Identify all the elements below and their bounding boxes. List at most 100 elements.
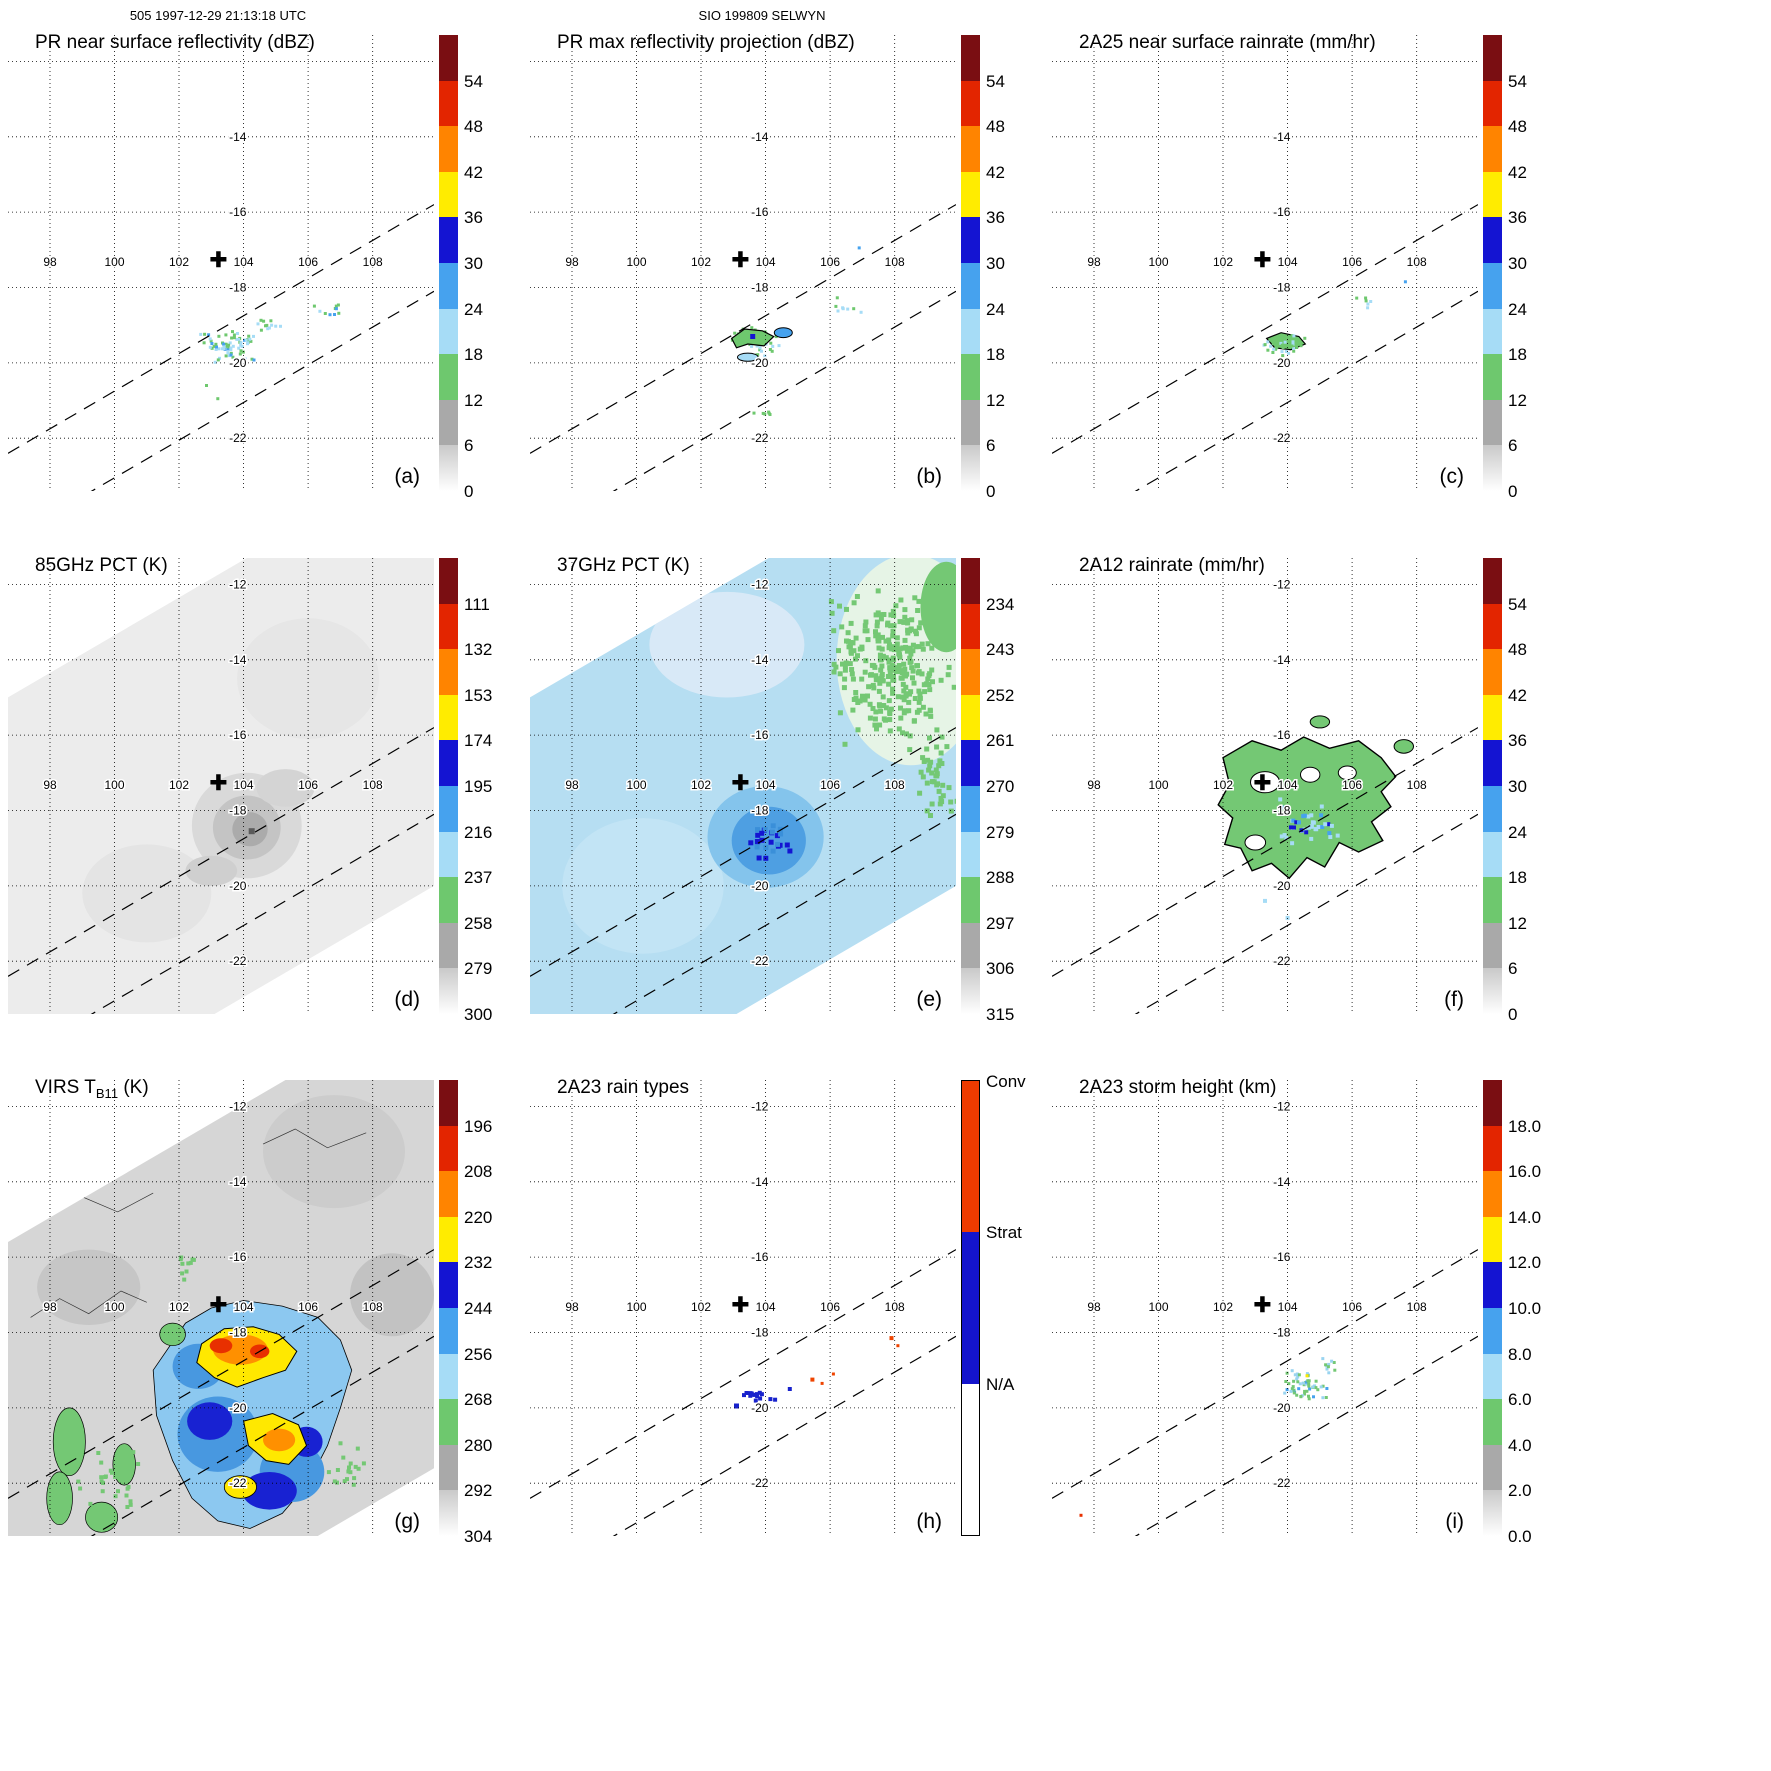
lat-tick-label: -12 [1273, 577, 1291, 591]
panel-letter: (a) [394, 465, 420, 488]
colorbar-tick-label: 279 [986, 822, 1015, 842]
lat-tick-label: -20 [751, 356, 769, 370]
lon-tick-label: 98 [43, 1300, 57, 1314]
colorbar-tick-label: 280 [464, 1435, 493, 1455]
speckle-cluster [256, 318, 282, 332]
colorbar-bar [439, 1080, 458, 1536]
lon-tick-label: 100 [626, 1300, 646, 1314]
colorbar-segment [439, 1307, 458, 1354]
speckle-cluster [834, 296, 863, 314]
colorbar-segment [961, 831, 980, 878]
feature-blob [1244, 834, 1267, 851]
colorbar-segment [1483, 1262, 1502, 1308]
colorbar-segment [439, 217, 458, 263]
lon-tick-label: 102 [691, 1300, 711, 1314]
colorbar-tick-label: 2.0 [1508, 1481, 1532, 1501]
storm-center-cross [1254, 774, 1271, 791]
feature-dot [734, 1403, 739, 1409]
lat-tick-label: -18 [229, 281, 247, 295]
colorbar-segment [1483, 1171, 1502, 1217]
lat-tick-label: -18 [751, 281, 769, 295]
lon-tick-label: 100 [1148, 255, 1168, 269]
colorbar-tick-label: 270 [986, 777, 1015, 796]
lat-tick-label: -14 [751, 130, 769, 144]
lon-tick-label: 104 [234, 778, 254, 792]
lon-tick-label: 100 [104, 778, 124, 792]
speckle-cluster [752, 410, 772, 416]
swath-edge-lines [530, 204, 956, 491]
colorbar-segment [439, 831, 458, 878]
lon-tick-label: 106 [298, 778, 318, 792]
colorbar-segment [1483, 649, 1502, 695]
panel-a: 98 100 102 104 106 108 -14 -16 -18 -20 -22 (a) PR ne… [8, 32, 528, 501]
lon-tick-label: 100 [626, 778, 646, 792]
feature-blob [350, 1253, 434, 1337]
feature-dot [205, 384, 208, 387]
colorbar-tick-label: 306 [986, 959, 1015, 979]
lat-tick-label: -20 [751, 1401, 769, 1415]
colorbar-tick-label: 42 [986, 162, 1005, 182]
panel-title: 85GHz PCT (K) [35, 555, 168, 576]
colorbar-segment [1483, 968, 1502, 1014]
colorbar-tick-label: 12 [986, 390, 1005, 410]
colorbar-segment [1483, 308, 1502, 355]
colorbar-bar [1483, 1080, 1502, 1536]
colorbar-tick-label: 18 [1508, 868, 1527, 888]
colorbar: 196 208 220 232 244 256 268 280 292 304 [439, 1080, 527, 1546]
feature-dot [831, 1372, 835, 1376]
colorbar-bar [961, 558, 980, 1014]
colorbar-tick-label: 258 [464, 913, 493, 933]
colorbar-tick-label: 12 [1508, 390, 1527, 410]
lon-tick-label: 104 [234, 1300, 254, 1314]
feature-dot [857, 246, 861, 250]
feature-dot [1079, 1513, 1083, 1517]
colorbar-segment [439, 399, 458, 446]
colorbar-tick-label: 8.0 [1508, 1344, 1532, 1364]
lat-tick-label: -20 [1273, 356, 1291, 370]
colorbar-tick-label: 268 [464, 1390, 493, 1410]
feature-blob [773, 327, 793, 339]
colorbar-segment [1483, 558, 1502, 604]
colorbar-tick-label: 12 [464, 390, 483, 410]
colorbar-tick-label: 252 [986, 685, 1015, 705]
lat-tick-label: -22 [751, 1476, 769, 1490]
map-c: 98 100 102 104 106 108 -14 -16 -18 -20 -22 (c) [1052, 35, 1478, 491]
swath-edge-lines [1052, 1249, 1478, 1536]
panel-e: 98 100 102 104 106 108 -12 -14 -16 -18 -20 -22 (e) 37… [530, 555, 1050, 1024]
colorbar-tick-label: 6.0 [1508, 1390, 1532, 1410]
colorbar-tick-label: 234 [986, 594, 1015, 614]
panel-b: 98 100 102 104 106 108 -14 -16 -18 -20 -22 (b) PR ma… [530, 32, 1050, 501]
panel-c: 98 100 102 104 106 108 -14 -16 -18 -20 -22 (c) 2A25 … [1052, 32, 1572, 501]
colorbar-tick-label: 297 [986, 913, 1015, 933]
colorbar-tick-label: 30 [1508, 254, 1527, 273]
colorbar-segment [1483, 445, 1502, 491]
speckle-cluster [178, 1255, 196, 1282]
lat-tick-label: -22 [229, 954, 247, 968]
panel-letter: (e) [916, 988, 942, 1011]
colorbar-tick-label: 42 [464, 162, 483, 182]
lon-tick-label: 104 [1278, 1300, 1298, 1314]
speckle-cluster [1283, 1369, 1329, 1401]
panel-title: VIRS TB11 (K) [35, 1077, 149, 1101]
colorbar-tick-label: 10.0 [1508, 1299, 1542, 1318]
storm-center-cross [732, 774, 749, 791]
panel-d: 98 100 102 104 106 108 -12 -14 -16 -18 -20 -22 (d) 85… [8, 555, 528, 1024]
lat-tick-label: -18 [1273, 281, 1291, 295]
lat-tick-label: -22 [229, 1476, 247, 1490]
colorbar-segment [439, 262, 458, 309]
speckle-cluster [917, 734, 956, 818]
lon-tick-label: 102 [691, 255, 711, 269]
lon-tick-label: 102 [169, 255, 189, 269]
speckle-cluster [742, 1390, 778, 1403]
feature-blob [112, 1443, 136, 1486]
feature-dot [1305, 1374, 1309, 1378]
lat-tick-label: -20 [1273, 1401, 1291, 1415]
feature-dot [750, 334, 756, 339]
colorbar-bar [961, 35, 980, 491]
lat-tick-label: -14 [1273, 130, 1291, 144]
colorbar-segment [439, 1216, 458, 1263]
colorbar-bar [439, 35, 458, 491]
colorbar-segment [961, 603, 980, 650]
colorbar: 54 48 42 36 30 24 18 12 6 0 [961, 35, 1049, 501]
colorbar-segment [961, 126, 980, 172]
